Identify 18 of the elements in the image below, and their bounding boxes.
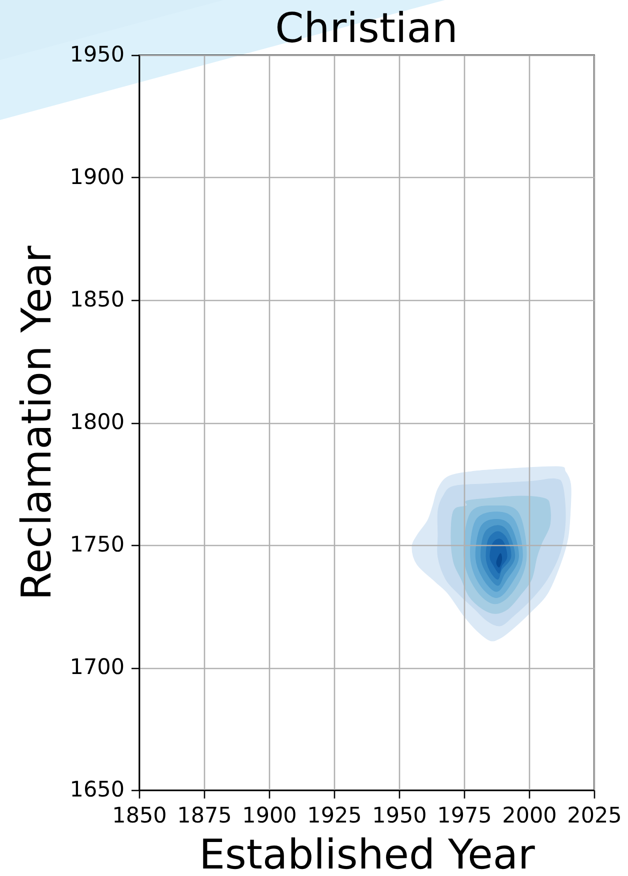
y-tick-label: 1750 (70, 532, 124, 558)
x-tick-label: 1975 (437, 804, 492, 828)
x-axis-title: Established Year (199, 830, 535, 876)
y-tick-label: 1950 (70, 42, 124, 68)
x-tick-label: 2000 (502, 804, 557, 828)
y-tick-label: 1800 (70, 410, 124, 435)
x-tick-label: 2025 (567, 804, 622, 828)
x-tick-label: 1875 (177, 804, 232, 828)
x-tick-label: 1900 (242, 804, 297, 828)
chart-title: Christian (275, 4, 458, 52)
x-tick-label: 1925 (307, 804, 362, 828)
y-axis-title: Reclamation Year (12, 246, 60, 600)
y-tick-label: 1900 (70, 165, 124, 190)
y-tick-label: 1650 (70, 778, 124, 802)
y-tick-label: 1700 (70, 655, 124, 680)
y-tick-label: 1850 (70, 288, 124, 312)
x-tick-label: 1850 (112, 804, 167, 828)
x-tick-label: 1950 (372, 804, 427, 828)
